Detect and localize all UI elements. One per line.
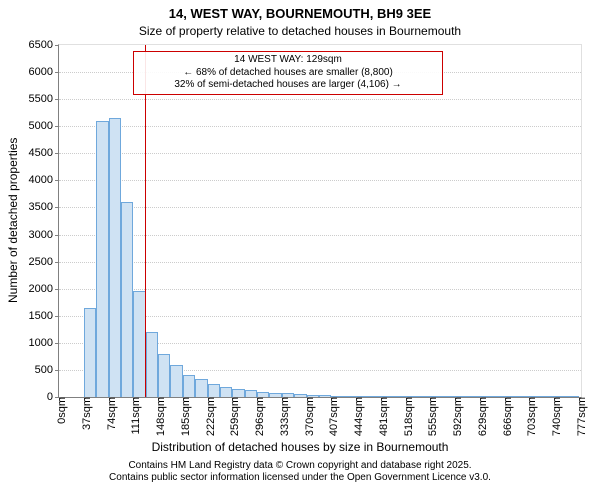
x-tick-label: 74sqm <box>100 397 118 430</box>
y-tick-label: 1500 <box>29 310 59 322</box>
histogram-bar <box>430 396 442 397</box>
histogram-bar <box>220 387 232 397</box>
y-tick-label: 4000 <box>29 174 59 186</box>
y-tick-label: 5500 <box>29 93 59 105</box>
histogram-bar <box>529 396 541 397</box>
histogram-bar <box>418 396 430 397</box>
histogram-bar <box>96 121 108 397</box>
histogram-bar <box>294 394 306 397</box>
x-tick-label: 185sqm <box>174 397 192 436</box>
x-tick-label: 555sqm <box>421 397 439 436</box>
attribution-line: Contains public sector information licen… <box>0 472 600 484</box>
x-tick-label: 296sqm <box>248 397 266 436</box>
histogram-bar <box>146 332 158 397</box>
histogram-bar <box>195 379 207 397</box>
y-tick-label: 5000 <box>29 120 59 132</box>
y-tick-label: 6500 <box>29 39 59 51</box>
histogram-bar <box>232 389 244 397</box>
x-tick-label: 777sqm <box>570 397 588 436</box>
histogram-bar <box>393 396 405 397</box>
histogram-bar <box>307 395 319 397</box>
histogram-bar <box>344 396 356 397</box>
chart-title-line2: Size of property relative to detached ho… <box>0 24 600 38</box>
histogram-bar <box>505 396 517 397</box>
gridline-horizontal <box>59 153 581 154</box>
x-tick-label: 333sqm <box>273 397 291 436</box>
gridline-horizontal <box>59 207 581 208</box>
x-tick-label: 518sqm <box>397 397 415 436</box>
gridline-horizontal <box>59 235 581 236</box>
histogram-bar <box>480 396 492 397</box>
histogram-bar <box>369 396 381 397</box>
y-axis-label: Number of detached properties <box>6 137 20 302</box>
y-tick-label: 2500 <box>29 256 59 268</box>
histogram-bar <box>356 396 368 397</box>
histogram-bar <box>443 396 455 397</box>
x-tick-label: 37sqm <box>75 397 93 430</box>
histogram-bar <box>133 291 145 397</box>
histogram-bar <box>455 396 467 397</box>
histogram-bar <box>542 396 554 397</box>
callout-line: 32% of semi-detached houses are larger (… <box>138 79 438 92</box>
histogram-bar <box>84 308 96 397</box>
histogram-bar <box>257 392 269 397</box>
y-tick-label: 1000 <box>29 337 59 349</box>
attribution-line: Contains HM Land Registry data © Crown c… <box>0 460 600 472</box>
histogram-bar <box>567 396 579 397</box>
y-tick-label: 6000 <box>29 66 59 78</box>
gridline-horizontal <box>59 289 581 290</box>
gridline-horizontal <box>59 99 581 100</box>
y-tick-label: 3000 <box>29 229 59 241</box>
marker-line <box>145 45 146 397</box>
callout-box: 14 WEST WAY: 129sqm← 68% of detached hou… <box>133 51 443 95</box>
x-tick-label: 407sqm <box>322 397 340 436</box>
chart-container: 14, WEST WAY, BOURNEMOUTH, BH9 3EE Size … <box>0 0 600 500</box>
histogram-bar <box>406 396 418 397</box>
x-axis-label: Distribution of detached houses by size … <box>0 440 600 454</box>
histogram-bar <box>121 202 133 397</box>
x-tick-label: 111sqm <box>124 397 142 435</box>
histogram-bar <box>468 396 480 397</box>
histogram-bar <box>331 396 343 397</box>
x-tick-label: 629sqm <box>471 397 489 436</box>
gridline-horizontal <box>59 126 581 127</box>
y-tick-label: 2000 <box>29 283 59 295</box>
y-tick-label: 4500 <box>29 147 59 159</box>
x-tick-label: 481sqm <box>372 397 390 436</box>
plot-area: 0500100015002000250030003500400045005000… <box>58 44 582 398</box>
histogram-bar <box>245 390 257 397</box>
histogram-bar <box>517 396 529 397</box>
histogram-bar <box>170 365 182 397</box>
y-tick-label: 3500 <box>29 201 59 213</box>
histogram-bar <box>208 384 220 397</box>
x-tick-label: 703sqm <box>520 397 538 436</box>
histogram-bar <box>319 395 331 397</box>
x-tick-label: 0sqm <box>50 397 68 424</box>
callout-line: ← 68% of detached houses are smaller (8,… <box>138 67 438 80</box>
callout-line: 14 WEST WAY: 129sqm <box>138 54 438 67</box>
x-tick-label: 740sqm <box>545 397 563 436</box>
histogram-bar <box>492 396 504 397</box>
attribution-block: Contains HM Land Registry data © Crown c… <box>0 460 600 484</box>
gridline-horizontal <box>59 262 581 263</box>
x-tick-label: 666sqm <box>496 397 514 436</box>
x-tick-label: 370sqm <box>298 397 316 436</box>
histogram-bar <box>158 354 170 397</box>
y-tick-label: 500 <box>35 364 59 376</box>
x-tick-label: 444sqm <box>347 397 365 436</box>
x-tick-label: 592sqm <box>446 397 464 436</box>
histogram-bar <box>554 396 566 397</box>
histogram-bar <box>282 393 294 397</box>
histogram-bar <box>381 396 393 397</box>
x-tick-label: 222sqm <box>199 397 217 436</box>
histogram-bar <box>109 118 121 397</box>
gridline-horizontal <box>59 180 581 181</box>
chart-title-line1: 14, WEST WAY, BOURNEMOUTH, BH9 3EE <box>0 6 600 21</box>
x-tick-label: 148sqm <box>149 397 167 436</box>
x-tick-label: 259sqm <box>223 397 241 436</box>
histogram-bar <box>183 375 195 397</box>
histogram-bar <box>269 393 281 397</box>
